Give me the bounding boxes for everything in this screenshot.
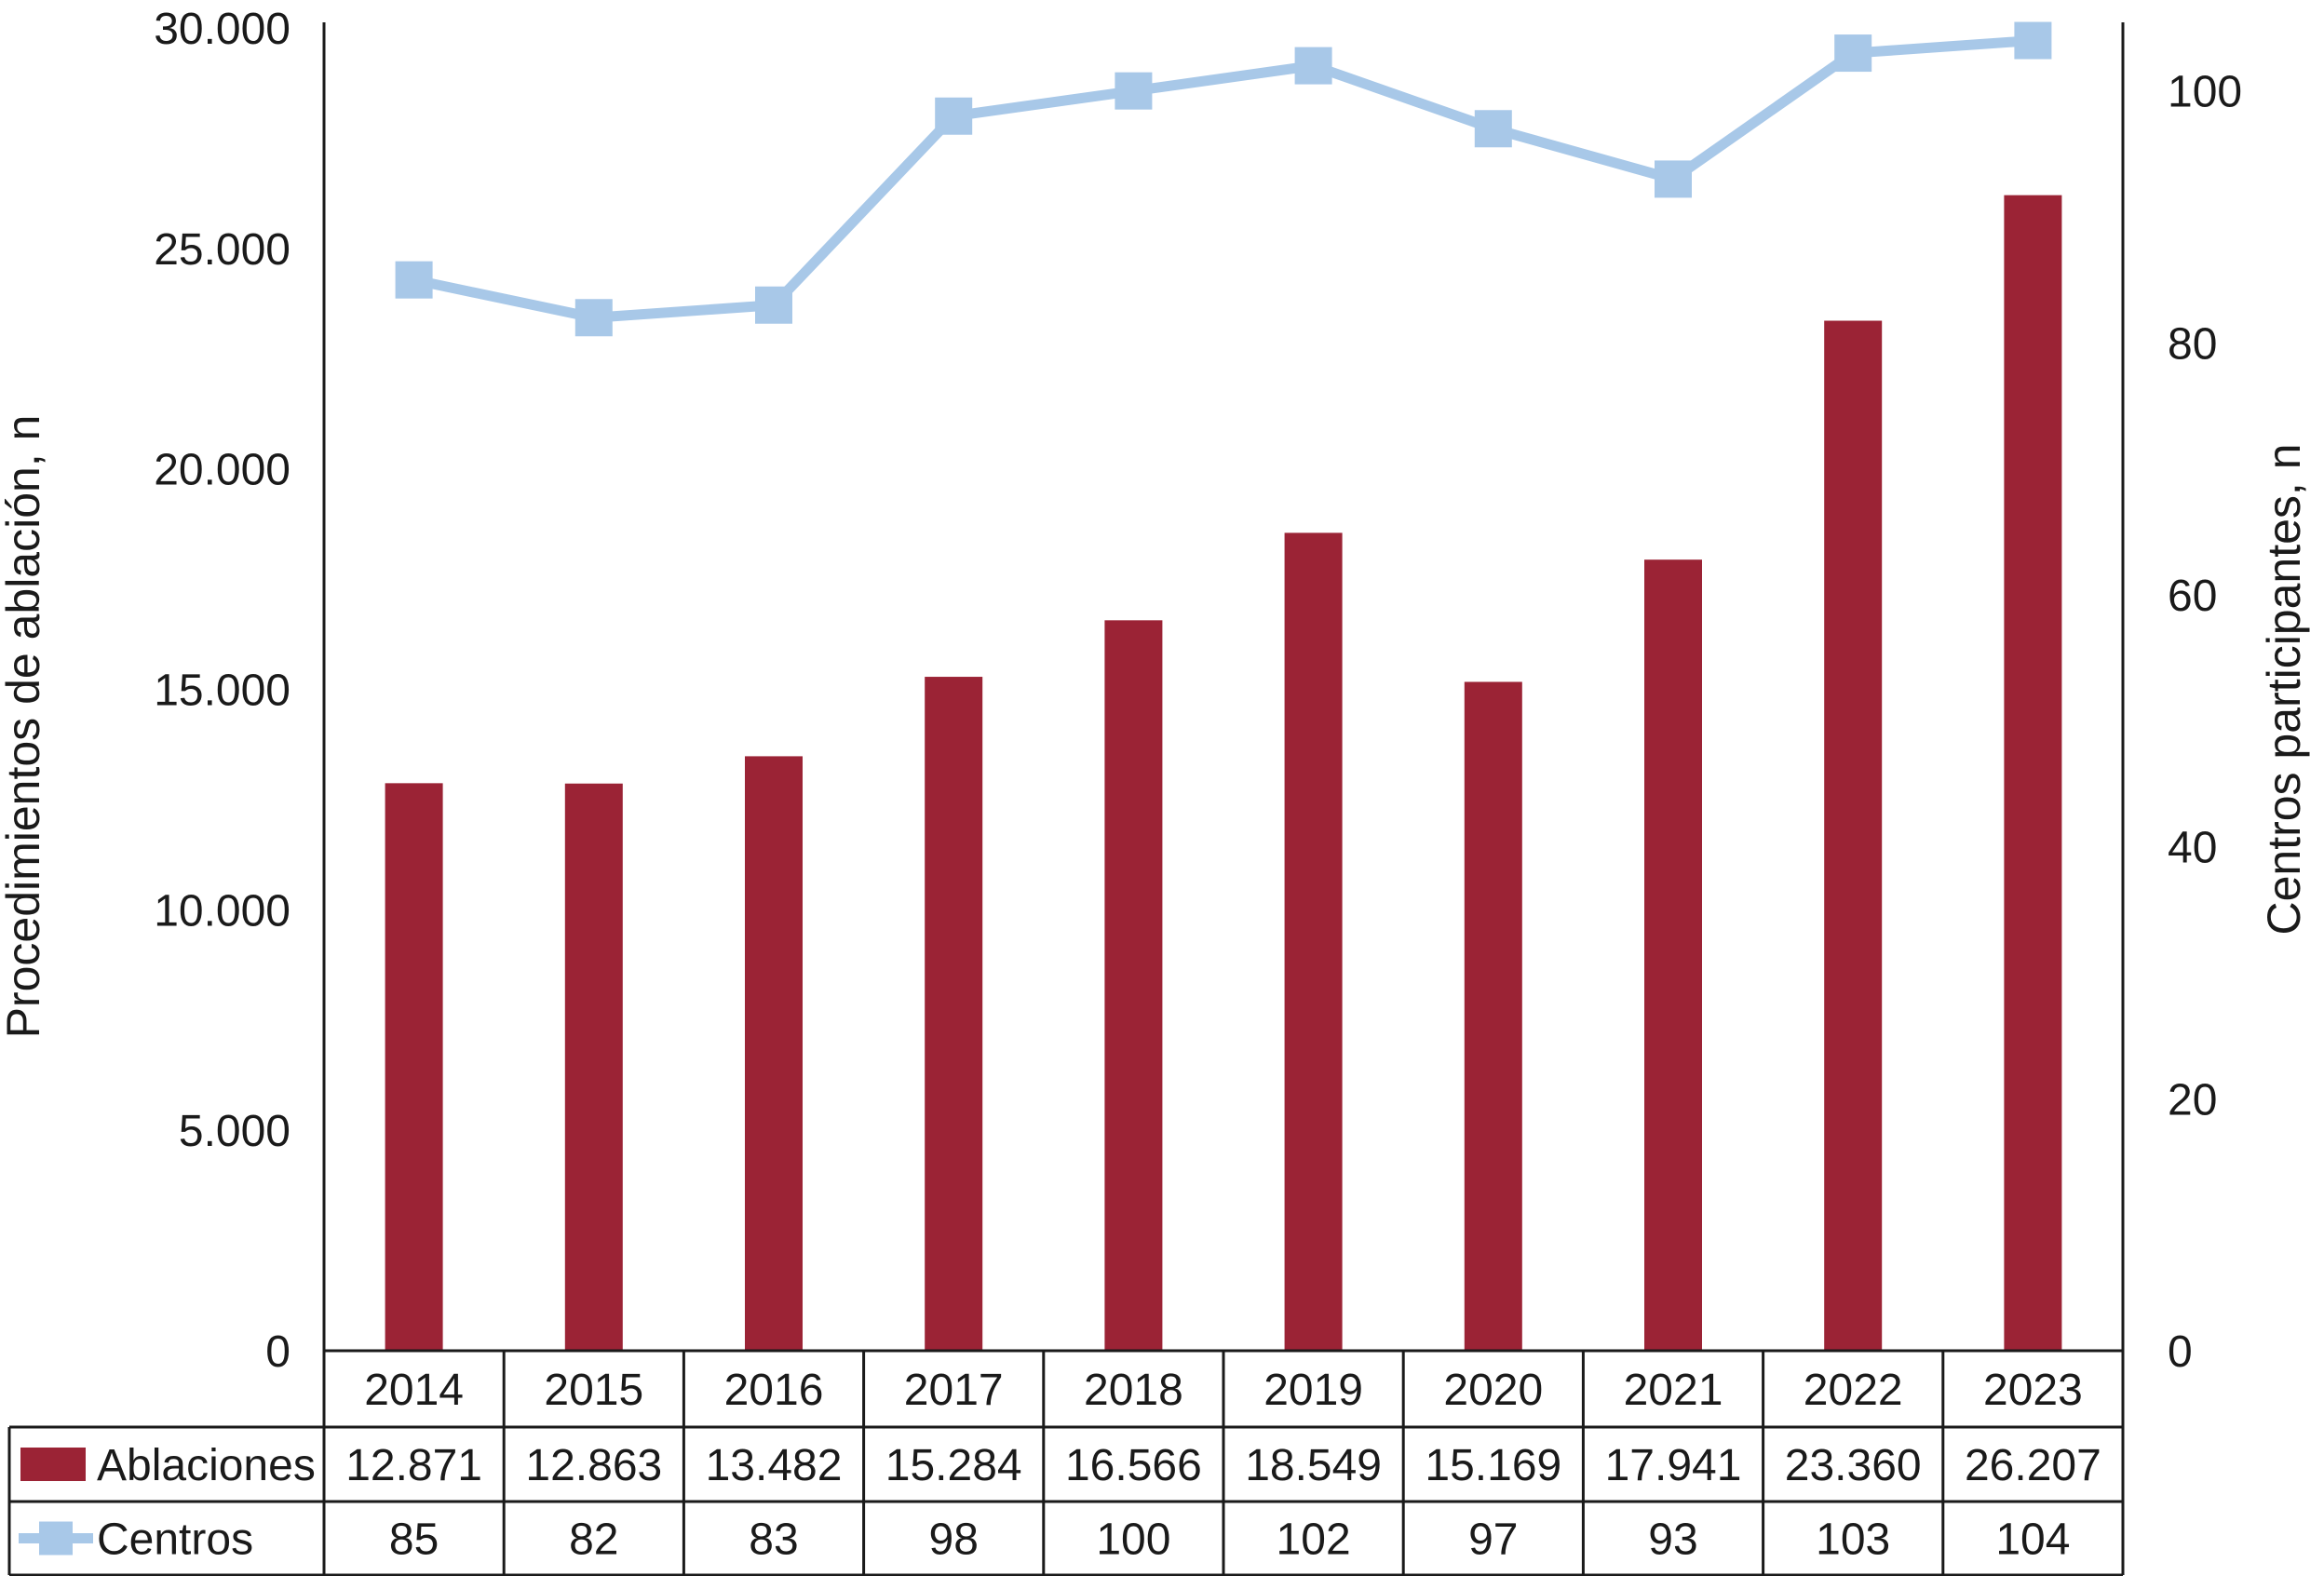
- bar-ablaciones: [1104, 620, 1163, 1351]
- x-tick-label: 2020: [1443, 1366, 1543, 1415]
- centros-marker: [2014, 21, 2052, 60]
- bar-ablaciones: [2004, 195, 2062, 1352]
- data-table: 2014 2015 2016 2017 2018 2019 2020 2021 2022 2023…: [7, 1349, 2125, 1576]
- bar-ablaciones: [1824, 320, 1883, 1352]
- table-value: 97: [1468, 1515, 1518, 1565]
- right-axis-ticks: 0 20 40 60 80 100: [2168, 68, 2242, 1377]
- table-value: 17.941: [1605, 1441, 1742, 1490]
- table-value: 15.284: [885, 1441, 1022, 1490]
- x-tick-label: 2015: [544, 1366, 643, 1415]
- table-value: 12.871: [345, 1441, 482, 1490]
- table-value: 82: [569, 1515, 618, 1565]
- table-value: 93: [1648, 1515, 1697, 1565]
- centros-marker: [1834, 34, 1872, 73]
- centros-marker: [1474, 110, 1512, 148]
- y2-tick-label: 60: [2168, 572, 2217, 621]
- table-value: 85: [389, 1515, 439, 1565]
- table-value: 103: [1816, 1515, 1890, 1565]
- x-tick-label: 2014: [364, 1366, 464, 1415]
- legend-swatch-ablaciones: [20, 1448, 86, 1481]
- centros-marker: [935, 97, 973, 135]
- x-tick-label: 2022: [1804, 1366, 1903, 1415]
- legend-swatch-centros-marker: [39, 1521, 73, 1556]
- legend-label: Centros: [97, 1515, 253, 1565]
- y-tick-label: 15.000: [154, 667, 290, 716]
- y2-tick-label: 80: [2168, 319, 2217, 369]
- table-value: 16.566: [1065, 1441, 1202, 1490]
- legend-label: Ablaciones: [97, 1441, 316, 1490]
- table-value: 13.482: [706, 1441, 843, 1490]
- centros-line: [412, 35, 2034, 323]
- table-value: 12.863: [525, 1441, 662, 1490]
- x-tick-label: 2018: [1084, 1366, 1183, 1415]
- y-tick-label: 0: [265, 1327, 290, 1377]
- table-value: 102: [1277, 1515, 1351, 1565]
- y-tick-label: 10.000: [154, 886, 290, 936]
- bar-ablaciones: [1464, 681, 1522, 1351]
- x-tick-label: 2016: [724, 1366, 824, 1415]
- bar-ablaciones: [925, 677, 983, 1351]
- y-tick-label: 5.000: [179, 1107, 290, 1156]
- y-tick-label: 25.000: [154, 225, 290, 275]
- centros-marker: [574, 299, 613, 337]
- y2-tick-label: 40: [2168, 824, 2217, 873]
- bar-ablaciones: [564, 783, 623, 1351]
- x-tick-label: 2021: [1624, 1366, 1723, 1415]
- table-value: 98: [929, 1515, 979, 1565]
- bar-ablaciones: [745, 756, 803, 1351]
- x-tick-label: 2023: [1983, 1366, 2083, 1415]
- y-tick-label: 20.000: [154, 446, 290, 495]
- left-axis-ticks: 0 5.000 10.000 15.000 20.000 25.000 30.000: [154, 5, 290, 1377]
- x-tick-label: 2017: [904, 1366, 1004, 1415]
- y2-tick-label: 100: [2168, 68, 2242, 117]
- centros-marker: [755, 286, 792, 324]
- table-value: 83: [749, 1515, 798, 1565]
- axis-lines: [322, 22, 2125, 1351]
- bar-ablaciones: [1284, 532, 1343, 1351]
- bars: [385, 195, 2062, 1352]
- centros-marker: [1655, 160, 1692, 198]
- table-value: 104: [1995, 1515, 2070, 1565]
- y-axis-title: Procedimientos de ablación, n: [0, 415, 49, 1039]
- table-value: 15.169: [1425, 1441, 1561, 1490]
- table-value: 18.549: [1245, 1441, 1382, 1490]
- y2-tick-label: 0: [2168, 1327, 2193, 1377]
- table-value: 23.360: [1785, 1441, 1922, 1490]
- centros-marker: [1115, 72, 1153, 110]
- table-value: 26.207: [1965, 1441, 2101, 1490]
- centros-marker: [395, 261, 433, 299]
- x-tick-label: 2019: [1263, 1366, 1363, 1415]
- centros-line-series: [395, 21, 2052, 337]
- bar-ablaciones: [385, 783, 443, 1351]
- y2-tick-label: 20: [2168, 1075, 2217, 1125]
- table-value: 100: [1096, 1515, 1170, 1565]
- centros-marker: [1294, 47, 1332, 85]
- y-tick-label: 30.000: [154, 5, 290, 54]
- y2-axis-title: Centros participantes, n: [2258, 443, 2310, 935]
- bar-ablaciones: [1644, 559, 1702, 1351]
